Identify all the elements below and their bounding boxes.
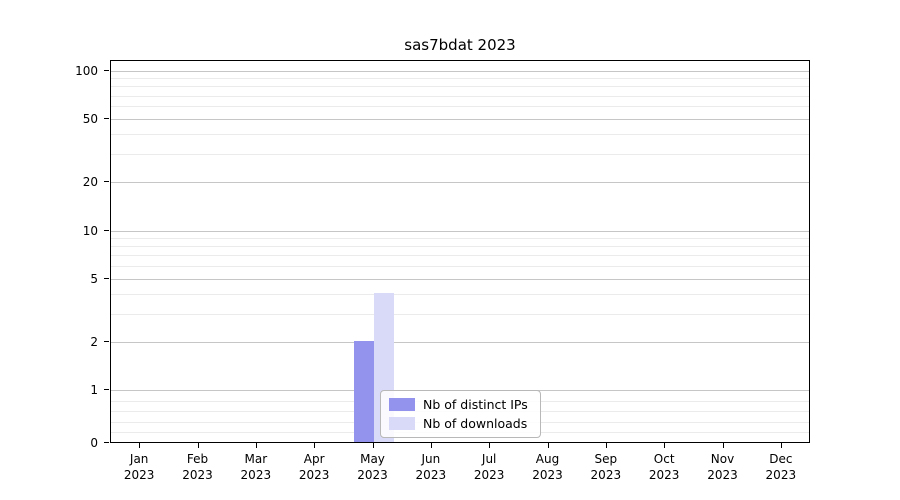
x-tick-label: Apr 2023 (298, 452, 330, 483)
x-tick-label: Dec 2023 (765, 452, 797, 483)
x-tick-mark (314, 443, 316, 448)
x-tick-mark (430, 443, 432, 448)
gridline-minor (111, 293, 809, 295)
x-tick-label: Jan 2023 (123, 452, 155, 483)
gridline-major (111, 182, 809, 184)
gridline-minor (111, 255, 809, 257)
legend-swatch-downloads (389, 417, 415, 430)
legend: Nb of distinct IPs Nb of downloads (380, 390, 541, 438)
x-tick-label: Nov 2023 (707, 452, 738, 483)
x-tick-label: Jul 2023 (473, 452, 505, 483)
x-tick-mark (372, 443, 374, 448)
gridline-minor (111, 86, 809, 88)
x-tick-mark (255, 443, 257, 448)
gridline-minor (111, 154, 809, 156)
plot-area (110, 60, 810, 443)
legend-item: Nb of downloads (389, 416, 528, 431)
y-tick-label: 1 (90, 383, 98, 397)
x-tick-mark (547, 443, 549, 448)
gridline-minor (111, 95, 809, 97)
bar-nb-of-distinct-ips (353, 341, 374, 442)
y-tick-mark (104, 181, 109, 183)
y-tick-mark (104, 70, 109, 71)
y-tick-label: 20 (82, 175, 98, 190)
y-tick-label: 10 (82, 223, 98, 238)
x-tick-mark (197, 443, 199, 448)
y-tick-mark (104, 389, 109, 390)
y-tick-mark (104, 442, 109, 443)
x-tick-label: Sep 2023 (590, 452, 622, 483)
x-tick-mark (489, 443, 491, 448)
gridline-major (111, 278, 809, 280)
y-tick-mark (104, 277, 109, 279)
y-tick-label: 100 (75, 64, 98, 78)
x-tick-mark (780, 443, 782, 448)
y-tick-mark (104, 118, 109, 119)
x-tick-label: Feb 2023 (182, 452, 213, 483)
y-tick-mark (104, 229, 109, 231)
gridline-minor (111, 265, 809, 267)
gridline-minor (111, 237, 809, 239)
x-tick-mark (605, 443, 607, 448)
x-tick-mark (664, 443, 666, 448)
gridline-major (111, 230, 809, 232)
gridline-minor (111, 134, 809, 136)
legend-item: Nb of distinct IPs (389, 397, 528, 412)
x-tick-label: Jun 2023 (415, 452, 447, 483)
x-tick-label: Oct 2023 (648, 452, 680, 483)
chart-title: sas7bdat 2023 (404, 36, 516, 54)
legend-label: Nb of downloads (423, 416, 528, 431)
x-tick-label: Aug 2023 (532, 452, 563, 483)
gridline-minor (111, 245, 809, 247)
x-tick-label: May 2023 (357, 452, 388, 483)
legend-label: Nb of distinct IPs (423, 397, 528, 412)
y-tick-label: 5 (90, 271, 98, 286)
gridline-minor (111, 313, 809, 315)
x-tick-mark (139, 443, 141, 448)
gridline-major (111, 71, 809, 72)
gridline-minor (111, 106, 809, 108)
y-tick-label: 0 (90, 436, 98, 450)
gridline-major (111, 341, 809, 343)
x-tick-mark (722, 443, 724, 448)
x-tick-label: Mar 2023 (240, 452, 272, 483)
y-tick-mark (104, 340, 109, 342)
gridline-minor (111, 78, 809, 80)
legend-swatch-distinct-ips (389, 398, 415, 411)
y-tick-label: 2 (90, 334, 98, 349)
gridline-major (111, 119, 809, 120)
y-tick-label: 50 (82, 112, 98, 126)
